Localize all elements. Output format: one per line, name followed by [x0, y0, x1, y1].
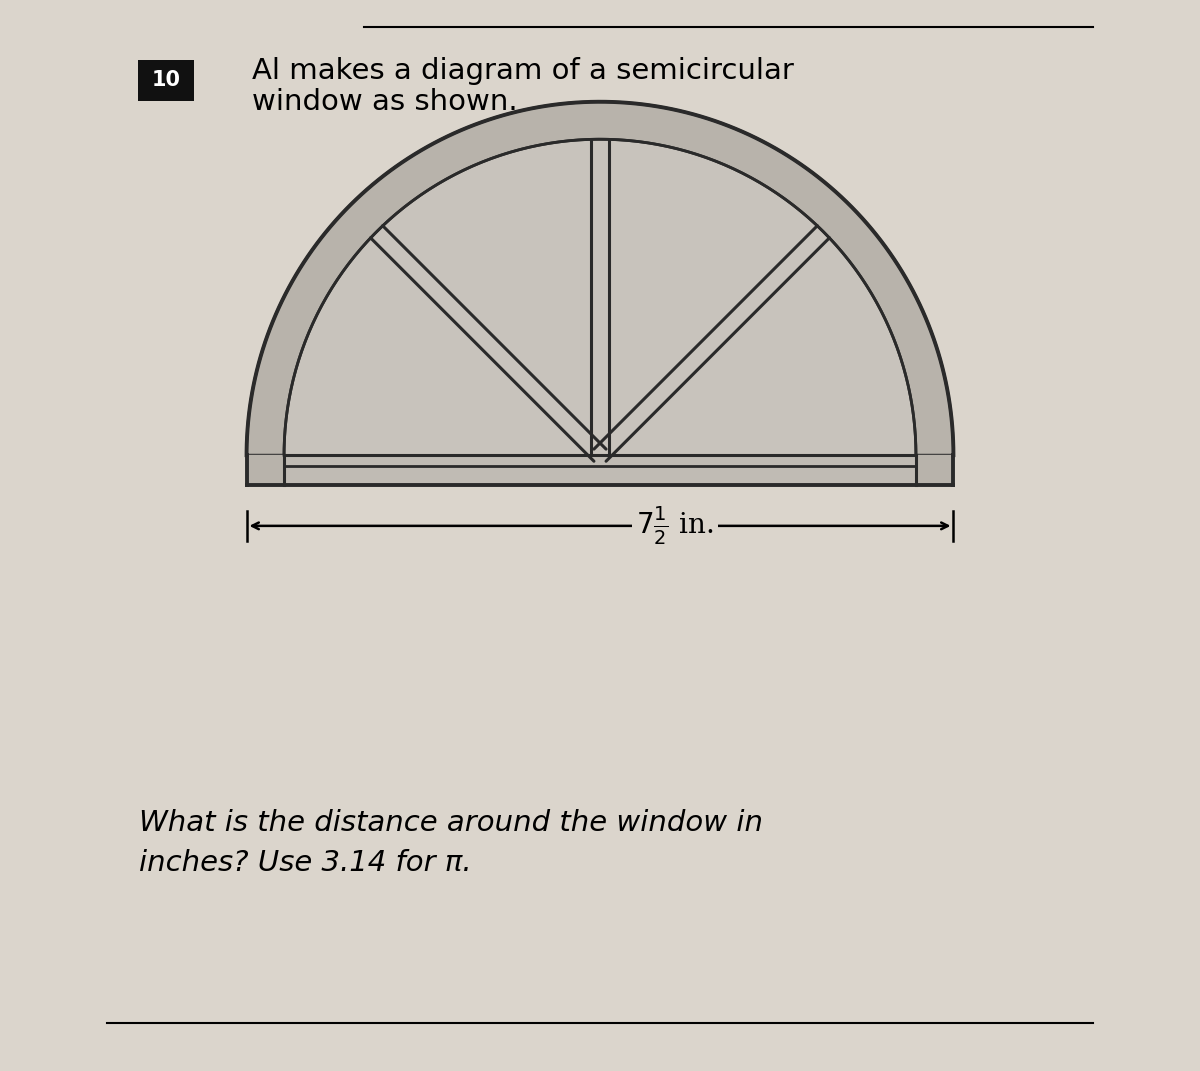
Text: window as shown.: window as shown.: [252, 88, 517, 116]
Polygon shape: [916, 455, 954, 485]
Polygon shape: [246, 455, 284, 485]
Polygon shape: [246, 455, 954, 485]
Text: What is the distance around the window in
inches? Use 3.14 for π.: What is the distance around the window i…: [139, 809, 763, 877]
Polygon shape: [246, 102, 954, 455]
Bar: [138, 60, 194, 101]
Polygon shape: [246, 102, 954, 485]
Text: Al makes a diagram of a semicircular: Al makes a diagram of a semicircular: [252, 57, 794, 85]
Text: 10: 10: [151, 71, 181, 90]
Text: $7\frac{1}{2}$ in.: $7\frac{1}{2}$ in.: [636, 504, 714, 547]
